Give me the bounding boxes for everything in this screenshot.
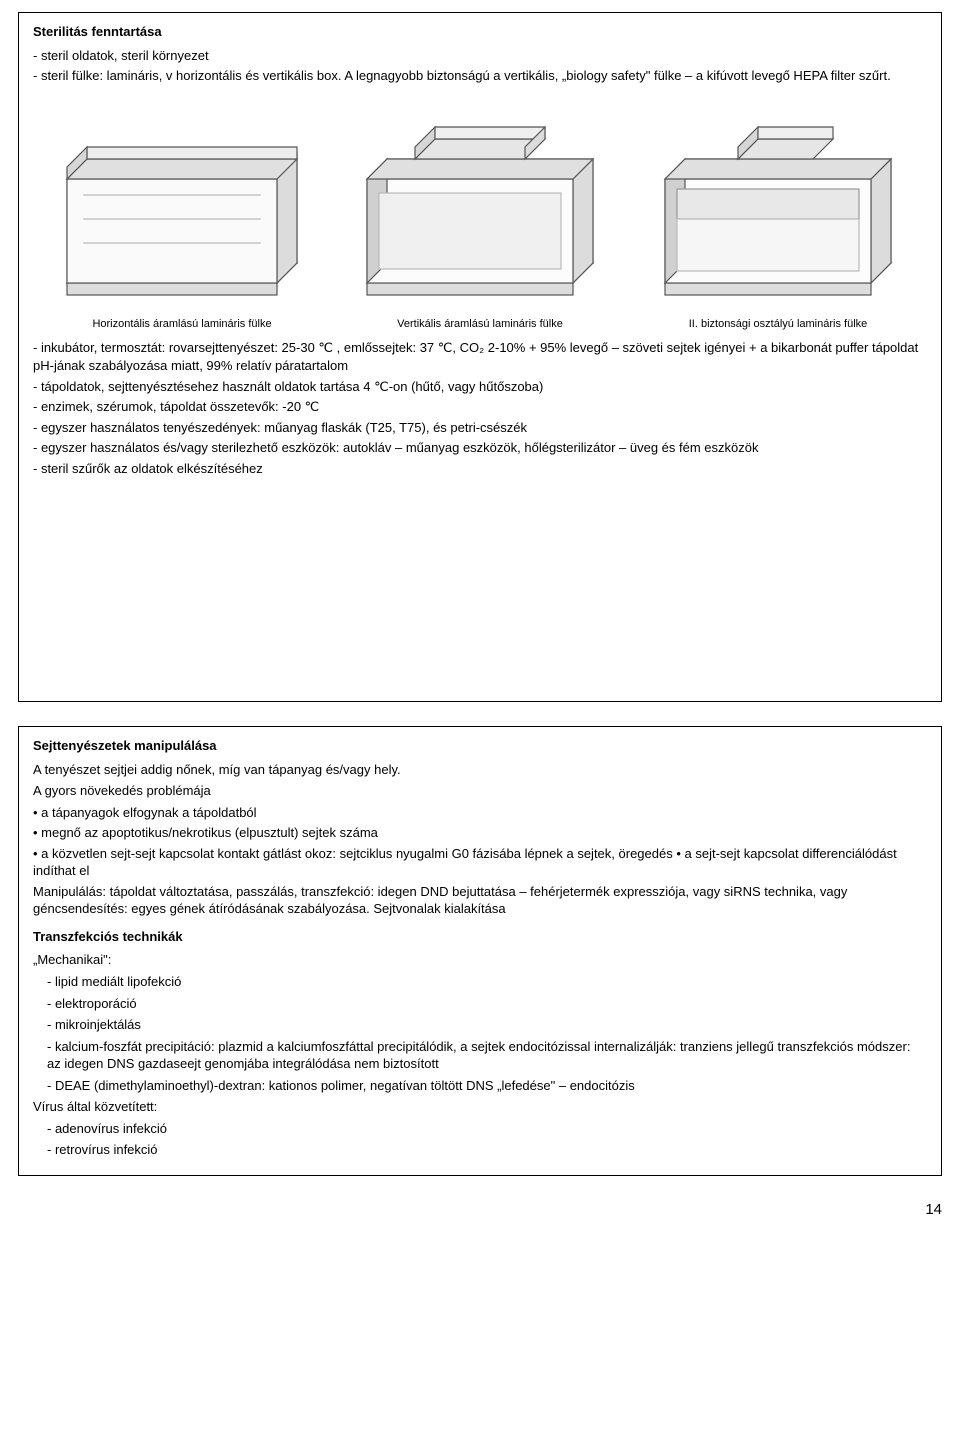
- panel1-b3: - enzimek, szérumok, tápoldat összetevők…: [33, 398, 927, 416]
- caption-biosafety: II. biztonsági osztályú lamináris fülke: [689, 317, 868, 332]
- panel2-title: Sejttenyészetek manipulálása: [33, 737, 927, 755]
- panel2-m1: - lipid mediált lipofekció: [47, 973, 927, 991]
- horizontal-cabinet-icon: [47, 123, 317, 313]
- panel2-m4: - kalcium-foszfát precipitáció: plazmid …: [47, 1038, 927, 1073]
- panel1-b5: - egyszer használatos és/vagy sterilezhe…: [33, 439, 927, 457]
- panel1-b4: - egyszer használatos tenyészedények: mű…: [33, 419, 927, 437]
- panel2-b1: • a tápanyagok elfogynak a tápoldatból: [33, 804, 927, 822]
- panel1-b6: - steril szűrők az oldatok elkészítéséhe…: [33, 460, 927, 478]
- panel-manipulation: Sejttenyészetek manipulálása A tenyészet…: [18, 726, 942, 1176]
- panel2-p3: Manipulálás: tápoldat változtatása, pass…: [33, 883, 927, 918]
- biosafety-cabinet-icon: [643, 103, 913, 313]
- panel2-m2: - elektroporáció: [47, 995, 927, 1013]
- laminar-cabinet-diagrams: Horizontális áramlású lamináris fülke: [33, 103, 927, 332]
- panel1-intro2: - steril fülke: lamináris, v horizontáli…: [33, 67, 927, 85]
- caption-vertical: Vertikális áramlású lamináris fülke: [397, 317, 563, 332]
- cabinet-vertical: Vertikális áramlású lamináris fülke: [331, 103, 629, 332]
- cabinet-horizontal: Horizontális áramlású lamináris fülke: [33, 123, 331, 332]
- page-number: 14: [18, 1200, 942, 1220]
- panel2-virus-list: - adenovírus infekció - retrovírus infek…: [33, 1120, 927, 1159]
- panel2-virus: Vírus által közvetített:: [33, 1098, 927, 1116]
- panel1-b2: - tápoldatok, sejttenyésztésehez használ…: [33, 378, 927, 396]
- panel2-mech-list: - lipid mediált lipofekció - elektroporá…: [33, 973, 927, 1094]
- panel2-m5: - DEAE (dimethylaminoethyl)-dextran: kat…: [47, 1077, 927, 1095]
- caption-horizontal: Horizontális áramlású lamináris fülke: [92, 317, 271, 332]
- cabinet-biosafety: II. biztonsági osztályú lamináris fülke: [629, 103, 927, 332]
- panel2-mech: „Mechanikai":: [33, 951, 927, 969]
- panel1-title: Sterilitás fenntartása: [33, 23, 927, 41]
- panel2-v2: - retrovírus infekció: [47, 1141, 927, 1159]
- panel2-m3: - mikroinjektálás: [47, 1016, 927, 1034]
- panel2-b3: • a közvetlen sejt-sejt kapcsolat kontak…: [33, 845, 927, 880]
- panel1-whitespace: [33, 480, 927, 660]
- panel2-p2: A gyors növekedés problémája: [33, 782, 927, 800]
- panel2-v1: - adenovírus infekció: [47, 1120, 927, 1138]
- panel-sterility: Sterilitás fenntartása - steril oldatok,…: [18, 12, 942, 702]
- panel2-subhead: Transzfekciós technikák: [33, 928, 927, 946]
- panel2-b2: • megnő az apoptotikus/nekrotikus (elpus…: [33, 824, 927, 842]
- panel1-b1: - inkubátor, termosztát: rovarsejttenyés…: [33, 339, 927, 374]
- panel1-bullets: - inkubátor, termosztát: rovarsejttenyés…: [33, 339, 927, 477]
- vertical-cabinet-icon: [345, 103, 615, 313]
- panel2-p1: A tenyészet sejtjei addig nőnek, míg van…: [33, 761, 927, 779]
- panel1-intro1: - steril oldatok, steril környezet: [33, 47, 927, 65]
